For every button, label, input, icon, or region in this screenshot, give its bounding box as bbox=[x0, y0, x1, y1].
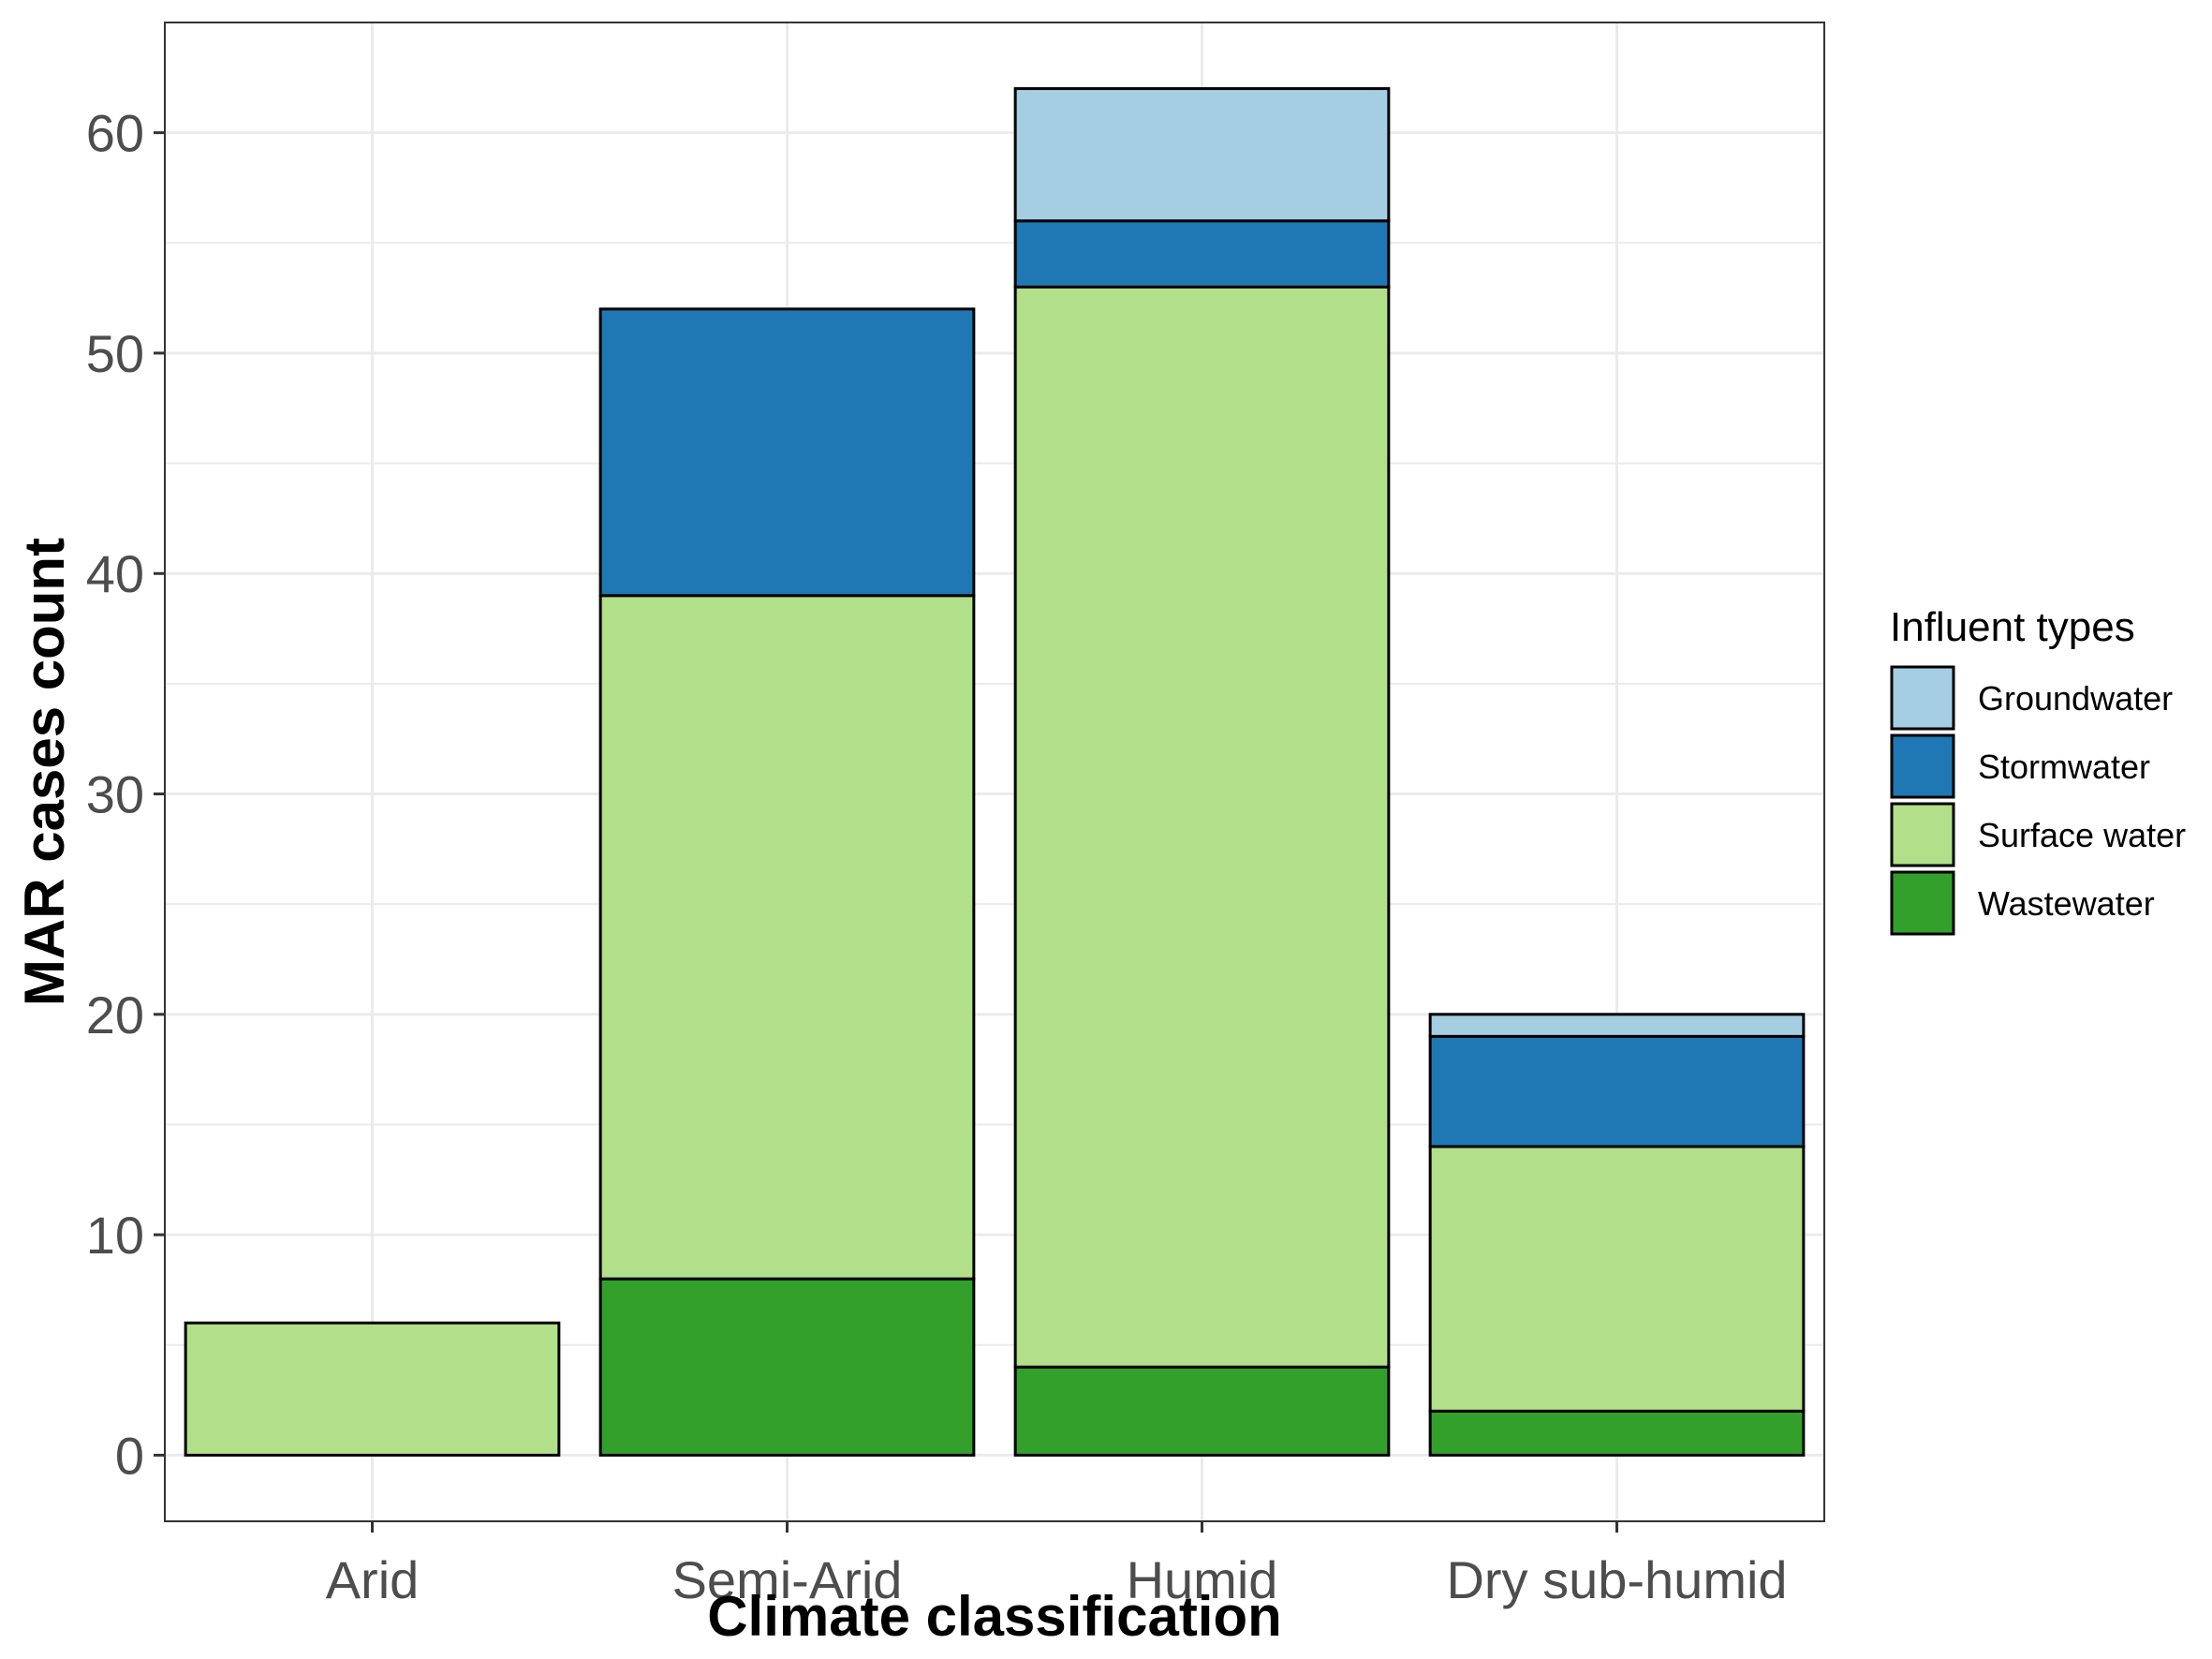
x-axis: Arid Semi-Arid Humid Dry sub-humid bbox=[326, 1521, 1788, 1609]
bar-segment bbox=[1013, 1365, 1391, 1457]
legend-key bbox=[1890, 733, 1955, 799]
bar-segment bbox=[1013, 219, 1391, 289]
bar-segment bbox=[598, 1277, 976, 1457]
legend-key bbox=[1890, 870, 1955, 936]
legend-label: Stormwater bbox=[1978, 748, 2150, 786]
y-tick-label: 0 bbox=[115, 1426, 144, 1485]
plot-panel-border bbox=[164, 22, 1825, 1522]
x-axis-title: Climate classification bbox=[707, 1585, 1282, 1648]
bar-segment bbox=[1013, 87, 1391, 223]
legend-key bbox=[1890, 665, 1955, 731]
legend-label: Groundwater bbox=[1978, 679, 2173, 718]
y-tick-label: 30 bbox=[86, 765, 144, 824]
x-tick-label: Dry sub-humid bbox=[1446, 1550, 1787, 1609]
y-tick-label: 10 bbox=[86, 1206, 144, 1265]
legend-title: Influent types bbox=[1890, 604, 2135, 650]
y-tick-label: 50 bbox=[86, 324, 144, 383]
y-tick-label: 20 bbox=[86, 985, 144, 1044]
bar-segment bbox=[1428, 1409, 1806, 1457]
bar-segment bbox=[1013, 285, 1391, 1369]
bars bbox=[184, 87, 1806, 1457]
y-axis-title: MAR cases count bbox=[13, 538, 76, 1006]
y-tick-label: 60 bbox=[86, 104, 144, 163]
bar-segment bbox=[598, 594, 976, 1281]
bar-segment bbox=[598, 307, 976, 598]
bar-segment bbox=[184, 1321, 561, 1457]
bar-segment bbox=[1428, 1013, 1806, 1038]
x-tick-label: Semi-Arid bbox=[672, 1550, 903, 1609]
y-axis: 0 10 20 30 40 50 60 bbox=[86, 104, 165, 1485]
legend-label: Wastewater bbox=[1978, 884, 2155, 923]
legend-label: Surface water bbox=[1978, 816, 2186, 854]
x-tick-label: Humid bbox=[1127, 1550, 1278, 1609]
x-tick-label: Arid bbox=[326, 1550, 420, 1609]
bar-segment bbox=[1428, 1145, 1806, 1413]
legend: Influent types Groundwater Stormwater Surf… bbox=[1890, 604, 2186, 936]
legend-key bbox=[1890, 802, 1955, 867]
y-tick-label: 40 bbox=[86, 544, 144, 603]
bar-segment bbox=[1428, 1034, 1806, 1148]
